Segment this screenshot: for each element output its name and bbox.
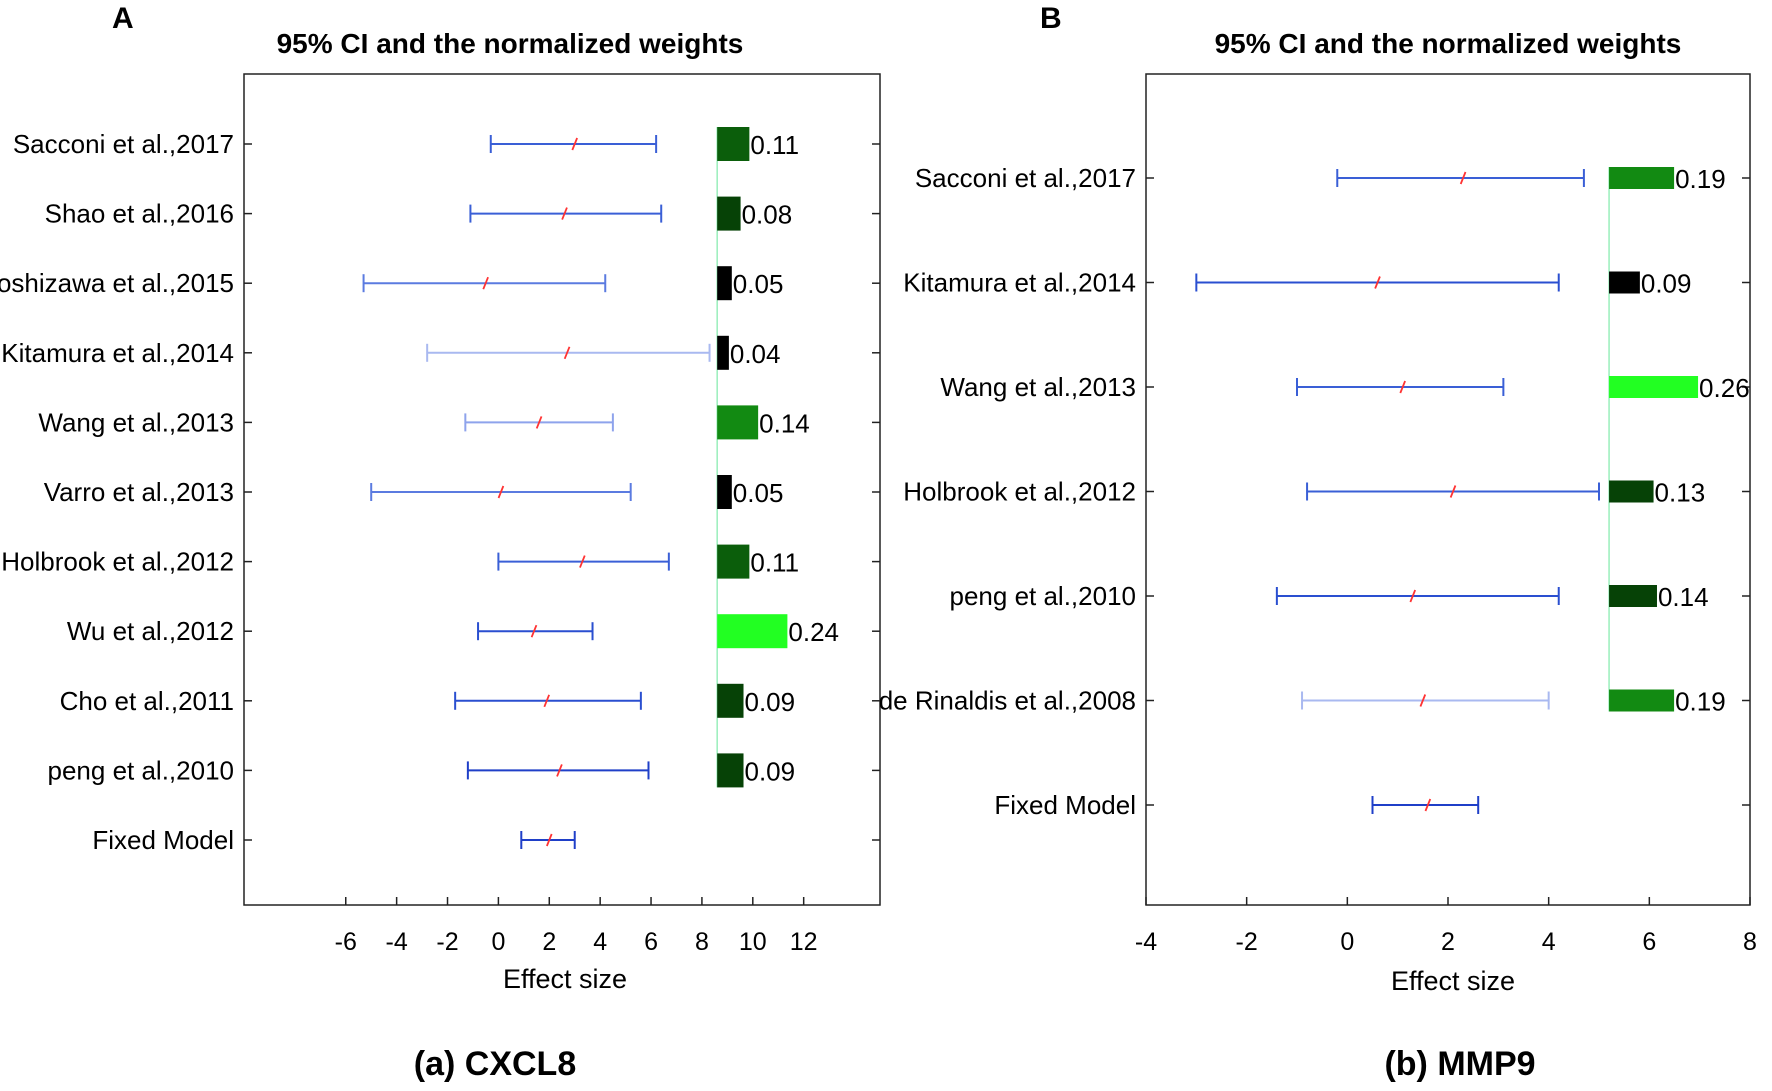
x-tick-label: -4	[1135, 928, 1157, 956]
x-tick-label: 8	[1743, 928, 1757, 956]
x-tick-label: 6	[644, 928, 658, 956]
study-label: Sacconi et al.,2017	[13, 129, 234, 159]
panel-title: 95% CI and the normalized weights	[277, 28, 744, 59]
panel-letter: B	[1040, 2, 1062, 35]
effect-marker	[530, 624, 538, 638]
study-label: Yoshizawa et al.,2015	[0, 268, 234, 298]
study-label: Kitamura et al.,2014	[903, 268, 1136, 298]
study-label: de Rinaldis et al.,2008	[879, 686, 1136, 716]
effect-marker	[579, 555, 586, 568]
weight-bar	[1609, 376, 1699, 398]
x-tick-label: -2	[1236, 928, 1258, 956]
effect-marker	[1419, 694, 1427, 707]
weight-bar	[1609, 585, 1657, 607]
weight-label: 0.19	[1675, 687, 1726, 717]
weight-label: 0.05	[733, 269, 784, 299]
study-label: Wang et al.,2013	[940, 372, 1136, 402]
effect-marker	[1424, 798, 1432, 812]
weight-bar	[717, 475, 732, 509]
study-label: Varro et al.,2013	[44, 477, 234, 507]
panel-letter: A	[112, 2, 134, 35]
weight-bar	[1609, 167, 1675, 189]
panel-b: B 95% CI and the normalized weights Saccon…	[879, 2, 1757, 1083]
weight-bar	[717, 196, 741, 231]
x-tick-label: 10	[739, 928, 767, 956]
study-label: Cho et al.,2011	[60, 686, 234, 716]
effect-marker	[571, 137, 578, 151]
weight-label: 0.19	[1675, 164, 1726, 194]
x-tick-label: 2	[542, 928, 556, 956]
study-label: peng et al.,2010	[950, 581, 1137, 611]
effect-marker	[546, 833, 553, 847]
panel-caption: (b) MMP9	[1384, 1045, 1535, 1083]
weight-bar	[717, 683, 744, 718]
x-tick-label: 0	[491, 928, 505, 956]
panel-title: 95% CI and the normalized weights	[1215, 28, 1682, 59]
study-label: peng et al.,2010	[48, 755, 235, 785]
weight-bar	[1609, 689, 1675, 712]
weight-bar	[717, 266, 732, 301]
study-label: Kitamura et al.,2014	[1, 338, 234, 368]
study-label: Holbrook et al.,2012	[1, 547, 234, 577]
x-tick-label: 2	[1441, 928, 1455, 956]
weight-label: 0.09	[745, 687, 796, 717]
study-label: Holbrook et al.,2012	[903, 477, 1136, 507]
study-label: Wu et al.,2012	[67, 616, 234, 646]
effect-marker	[1459, 171, 1467, 185]
weight-label: 0.11	[750, 548, 799, 578]
study-label: Shao et al.,2016	[45, 199, 234, 229]
effect-marker	[535, 416, 543, 429]
effect-marker	[1399, 380, 1406, 394]
effect-marker	[1409, 589, 1417, 603]
effect-marker	[1449, 485, 1457, 498]
x-tick-label: 12	[790, 928, 818, 956]
effect-marker	[556, 764, 563, 777]
weight-bar	[717, 405, 759, 440]
weight-bar	[717, 127, 750, 161]
weight-label: 0.24	[788, 617, 839, 647]
study-label: Wang et al.,2013	[38, 407, 234, 437]
study-label: Fixed Model	[92, 825, 234, 855]
x-tick-label: -2	[436, 928, 458, 956]
x-axis-label: Effect size	[503, 964, 627, 994]
effect-marker	[561, 207, 568, 220]
x-tick-label: -6	[335, 928, 357, 956]
panel-a: A 95% CI and the normalized weights Saccon…	[0, 2, 881, 1083]
weight-bar	[717, 544, 750, 579]
effect-marker	[482, 276, 489, 290]
weight-bar	[1609, 480, 1654, 503]
x-tick-label: -4	[386, 928, 408, 956]
weight-label: 0.14	[1658, 582, 1709, 612]
weight-label: 0.09	[1641, 269, 1692, 299]
x-tick-label: 4	[1542, 928, 1556, 956]
weight-label: 0.04	[730, 339, 781, 369]
effect-marker	[543, 694, 550, 708]
weight-bar	[717, 614, 788, 649]
weight-label: 0.11	[750, 130, 799, 160]
effect-marker	[563, 346, 571, 360]
weight-label: 0.26	[1699, 373, 1750, 403]
x-tick-label: 8	[695, 928, 709, 956]
plot-frame	[243, 73, 881, 906]
x-tick-label: 6	[1642, 928, 1656, 956]
x-axis-label: Effect size	[1391, 966, 1515, 996]
effect-marker	[497, 485, 505, 499]
weight-label: 0.13	[1655, 478, 1706, 508]
weight-bar	[1609, 271, 1640, 294]
weight-label: 0.08	[742, 200, 793, 230]
x-tick-label: 0	[1340, 928, 1354, 956]
x-tick-label: 4	[593, 928, 607, 956]
weight-bar	[717, 753, 744, 788]
study-label: Fixed Model	[994, 790, 1136, 820]
weight-bar	[717, 335, 729, 370]
study-label: Sacconi et al.,2017	[915, 163, 1136, 193]
weight-label: 0.05	[733, 478, 784, 508]
panel-caption: (a) CXCL8	[414, 1045, 576, 1083]
weight-label: 0.09	[745, 756, 796, 786]
effect-marker	[1374, 276, 1381, 289]
weight-label: 0.14	[759, 408, 810, 438]
